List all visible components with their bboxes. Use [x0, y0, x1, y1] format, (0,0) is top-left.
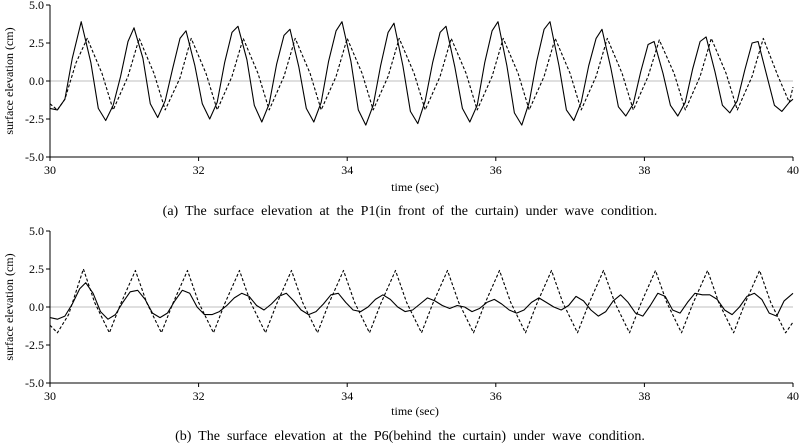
- x-tick-label-a: 40: [787, 163, 799, 177]
- x-tick-label-b: 36: [490, 389, 502, 403]
- x-tick-label-b: 38: [638, 389, 650, 403]
- x-tick-label-a: 34: [341, 163, 353, 177]
- x-tick-label-a: 30: [44, 163, 56, 177]
- series-solid-b: [49, 282, 794, 320]
- y-tick-label-a: 2.5: [29, 36, 44, 50]
- y-tick-label-b: 0.0: [29, 300, 44, 314]
- y-tick-label-b: 5.0: [29, 224, 44, 238]
- x-tick-label-b: 34: [341, 389, 353, 403]
- ylabel-b: surface elevation (cm): [2, 253, 16, 360]
- y-tick-label-a: 0.0: [29, 74, 44, 88]
- caption-b: (b) The surface elevation at the P6(behi…: [175, 429, 645, 444]
- x-tick-label-b: 32: [193, 389, 205, 403]
- x-tick-label-a: 38: [638, 163, 650, 177]
- y-tick-label-a: -5.0: [25, 150, 44, 164]
- series-dashed-b: [49, 268, 794, 334]
- panel-b: 5.0 2.5 0.0 -2.5 -5.030 32 34 36 38 40 time (sec)…: [2, 224, 799, 444]
- x-tick-label-a: 32: [193, 163, 205, 177]
- axes-b: 5.0 2.5 0.0 -2.5 -5.030 32 34 36 38 40: [25, 224, 799, 403]
- panel-a: 5.0 2.5 0.0 -2.5 -5.030 32 34 36 38 40 time (sec)…: [2, 0, 799, 219]
- xlabel-b: time (sec): [391, 404, 439, 418]
- y-tick-label-b: -5.0: [25, 376, 44, 390]
- y-tick-label-b: -2.5: [25, 338, 44, 352]
- y-tick-label-a: 5.0: [29, 0, 44, 12]
- x-tick-label-b: 40: [787, 389, 799, 403]
- series-dashed-a: [49, 37, 794, 111]
- y-tick-label-a: -2.5: [25, 112, 44, 126]
- plot-area-a: [49, 21, 794, 126]
- plot-area-b: [49, 268, 794, 334]
- series-solid-a: [49, 21, 794, 126]
- x-tick-label-b: 30: [44, 389, 56, 403]
- ylabel-a: surface elevation (cm): [2, 27, 16, 134]
- caption-a: (a) The surface elevation at the P1(in f…: [163, 204, 658, 219]
- axes-a: 5.0 2.5 0.0 -2.5 -5.030 32 34 36 38 40: [25, 0, 799, 177]
- x-tick-label-a: 36: [490, 163, 502, 177]
- y-tick-label-b: 2.5: [29, 262, 44, 276]
- xlabel-a: time (sec): [391, 180, 439, 194]
